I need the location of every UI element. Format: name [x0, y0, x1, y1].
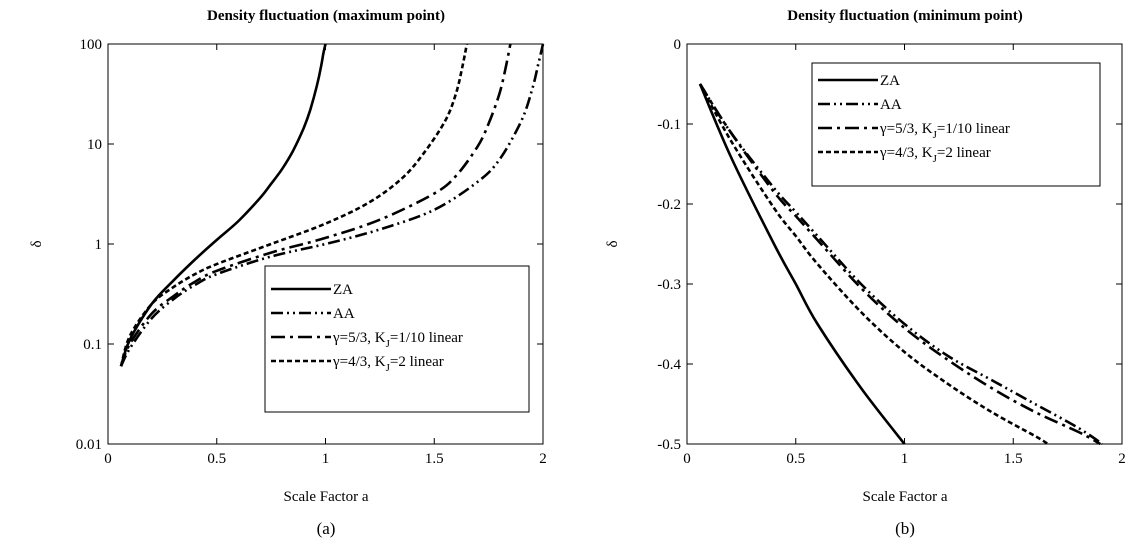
y-tick-label: -0.3 — [657, 277, 681, 293]
chart-title: Density fluctuation (maximum point) — [207, 8, 445, 24]
tick-group: 0 0.5 1 1.5 2 0 -0.1 -0.2 -0.3 -0.4 -0.5 — [657, 37, 1126, 467]
legend-label: ZA — [880, 73, 900, 89]
y-tick-label: -0.5 — [657, 437, 681, 453]
series-group — [698, 83, 1104, 446]
y-tick-label: -0.2 — [657, 197, 681, 213]
series-line-3 — [698, 83, 1101, 446]
x-tick-label: 0 — [104, 451, 112, 467]
plot-frame — [107, 43, 544, 445]
plot-frame — [686, 43, 1123, 445]
x-tick-label: 0 — [683, 451, 691, 467]
series-line-4 — [698, 83, 1049, 446]
tick-group: 0 0.5 1 1.5 2 0.01 0.1 1 10 100 — [76, 37, 547, 467]
y-tick-label: 100 — [80, 37, 103, 53]
series-line-3 — [119, 43, 512, 367]
x-tick-label: 1 — [322, 451, 330, 467]
legend-label: γ=4/3, KJ=2 linear — [879, 145, 991, 165]
y-tick-label: 0 — [674, 37, 682, 53]
panel-label: (b) — [895, 519, 915, 538]
legend-box — [264, 265, 530, 413]
chart-panel-b: Density fluctuation (minimum point) 0 0.5… — [605, 8, 1126, 538]
x-tick-label: 1.5 — [1004, 451, 1023, 467]
legend-items: ZA AA γ=5/3, KJ=1/10 linear γ=4/3, KJ=2 lin… — [271, 282, 463, 374]
legend-label: AA — [880, 97, 902, 113]
legend: ZA AA γ=5/3, KJ=1/10 linear γ=4/3, KJ=2 lin… — [811, 62, 1101, 187]
chart-title: Density fluctuation (minimum point) — [787, 8, 1022, 24]
y-tick-label: 10 — [87, 137, 102, 153]
y-tick-label: -0.1 — [657, 117, 681, 133]
legend: ZA AA γ=5/3, KJ=1/10 linear γ=4/3, KJ=2 lin… — [264, 265, 530, 413]
x-axis-label: Scale Factor a — [284, 489, 369, 505]
panel-label: (a) — [317, 519, 336, 538]
legend-label: ZA — [333, 282, 353, 298]
x-tick-label: 2 — [539, 451, 547, 467]
legend-label: AA — [333, 306, 355, 322]
legend-label: γ=4/3, KJ=2 linear — [332, 354, 444, 374]
series-line-1 — [698, 83, 906, 445]
x-axis-label: Scale Factor a — [863, 489, 948, 505]
y-tick-label: 0.1 — [83, 337, 102, 353]
y-tick-label: 0.01 — [76, 437, 102, 453]
series-group — [119, 43, 545, 367]
legend-label: γ=5/3, KJ=1/10 linear — [879, 121, 1010, 141]
y-axis-label: δ — [29, 240, 45, 247]
chart-panel-a: Density fluctuation (maximum point) 0 0.5… — [29, 8, 547, 538]
legend-items: ZA AA γ=5/3, KJ=1/10 linear γ=4/3, KJ=2 lin… — [818, 73, 1010, 165]
legend-label: γ=5/3, KJ=1/10 linear — [332, 330, 463, 350]
y-axis-label: δ — [605, 240, 621, 247]
x-tick-label: 0.5 — [786, 451, 805, 467]
series-line-2 — [119, 43, 545, 367]
x-tick-label: 1.5 — [425, 451, 444, 467]
y-tick-label: 1 — [95, 237, 103, 253]
x-tick-label: 0.5 — [207, 451, 226, 467]
x-tick-label: 2 — [1118, 451, 1126, 467]
x-tick-label: 1 — [901, 451, 909, 467]
series-line-2 — [698, 83, 1104, 446]
legend-box — [811, 62, 1101, 187]
series-line-1 — [119, 43, 327, 367]
y-tick-label: -0.4 — [657, 357, 681, 373]
series-line-4 — [119, 43, 469, 367]
